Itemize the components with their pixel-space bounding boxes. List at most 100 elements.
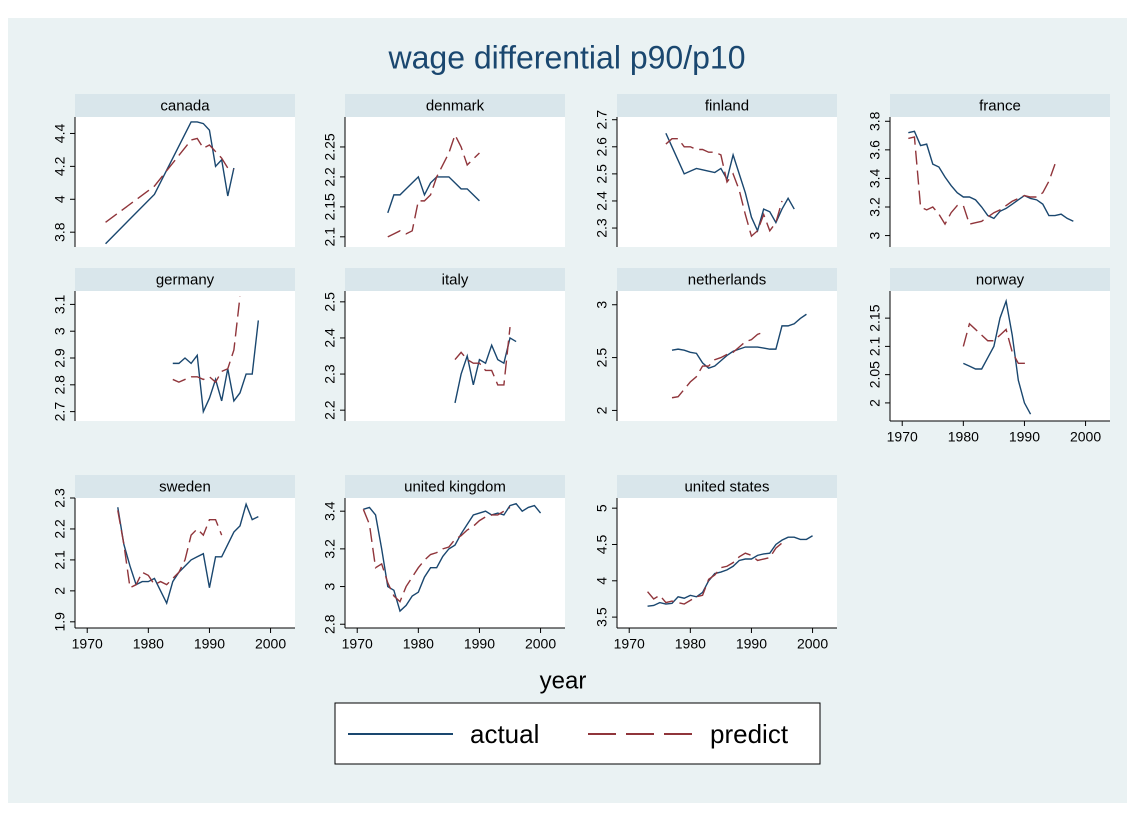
y-tick-label: 3.6 — [867, 140, 883, 160]
series-line — [962, 322, 1031, 365]
x-tick-label: 1970 — [887, 429, 918, 445]
series-line — [908, 136, 1056, 226]
x-tick-label: 1990 — [1009, 429, 1040, 445]
x-tick-label: 2000 — [797, 636, 828, 652]
panel-header — [617, 475, 837, 498]
y-tick-label: 2.5 — [594, 348, 610, 368]
panel-title: norway — [976, 271, 1025, 288]
panel-header — [890, 268, 1110, 291]
y-tick-label: 2.9 — [52, 348, 68, 368]
y-tick-label: 2.8 — [322, 614, 338, 634]
y-tick-label: 4 — [52, 195, 68, 203]
plot-area — [345, 291, 565, 421]
x-tick-label: 2000 — [255, 636, 286, 652]
plot-area — [890, 117, 1110, 247]
y-tick-label: 2.1 — [867, 336, 883, 356]
panel-title: united kingdom — [404, 478, 506, 495]
y-tick-label: 2.3 — [322, 364, 338, 384]
series-line — [387, 175, 480, 214]
series-line — [671, 331, 764, 399]
y-tick-label: 2.15 — [322, 193, 338, 220]
y-tick-label: 4.5 — [594, 535, 610, 555]
series-line — [454, 336, 517, 404]
series-line — [117, 510, 223, 589]
plot-area — [617, 498, 837, 628]
y-tick-label: 3 — [594, 301, 610, 309]
plot-area — [75, 498, 295, 628]
panel-title: canada — [160, 97, 210, 114]
series-line — [117, 502, 259, 606]
y-tick-label: 2.7 — [52, 402, 68, 422]
y-tick-label: 2.1 — [322, 227, 338, 247]
panel-title: finland — [705, 97, 749, 114]
panel-header — [345, 475, 565, 498]
series-line — [647, 535, 813, 607]
y-tick-label: 3.2 — [322, 539, 338, 559]
y-tick-label: 3 — [52, 327, 68, 335]
panel-title: netherlands — [688, 271, 766, 288]
panel-title: denmark — [426, 97, 485, 114]
x-tick-label: 1980 — [133, 636, 164, 652]
x-tick-label: 1990 — [736, 636, 767, 652]
y-tick-label: 2 — [594, 406, 610, 414]
y-tick-label: 2 — [52, 587, 68, 595]
legend-label: predict — [710, 719, 789, 749]
y-tick-label: 4 — [594, 577, 610, 585]
y-tick-label: 2.2 — [322, 400, 338, 420]
x-tick-label: 2000 — [1070, 429, 1101, 445]
panel-title: france — [979, 97, 1021, 114]
panel-title: sweden — [159, 478, 211, 495]
x-tick-label: 1990 — [194, 636, 225, 652]
y-tick-label: 3.8 — [52, 222, 68, 242]
y-tick-label: 3.2 — [867, 197, 883, 217]
x-tick-label: 1980 — [948, 429, 979, 445]
chart-title: wage differential p90/p10 — [387, 39, 745, 75]
x-tick-label: 1980 — [403, 636, 434, 652]
y-tick-label: 2.5 — [594, 164, 610, 184]
y-tick-label: 2.5 — [322, 292, 338, 312]
series-line — [172, 320, 260, 415]
panel-header — [75, 475, 295, 498]
y-tick-label: 2.7 — [594, 110, 610, 130]
panel-header — [617, 94, 837, 117]
y-tick-label: 2.3 — [52, 488, 68, 508]
plot-area — [75, 291, 295, 421]
x-tick-label: 2000 — [525, 636, 556, 652]
y-tick-label: 3.8 — [867, 111, 883, 131]
plot-area — [75, 117, 295, 247]
y-tick-label: 4.2 — [52, 156, 68, 176]
y-tick-label: 2.4 — [594, 191, 610, 211]
series-line — [963, 298, 1032, 415]
x-tick-label: 1990 — [464, 636, 495, 652]
series-line — [105, 137, 235, 223]
series-line — [665, 132, 795, 233]
x-tick-label: 1970 — [342, 636, 373, 652]
series-line — [454, 327, 511, 386]
y-tick-label: 2.2 — [322, 167, 338, 187]
panel-header — [617, 268, 837, 291]
x-axis-title: year — [540, 667, 587, 694]
y-tick-label: 3 — [322, 582, 338, 590]
panel-title: germany — [156, 271, 215, 288]
y-tick-label: 4.4 — [52, 124, 68, 144]
y-tick-label: 2.1 — [52, 550, 68, 570]
y-tick-label: 3.4 — [322, 501, 338, 521]
series-line — [647, 542, 783, 605]
x-tick-label: 1970 — [614, 636, 645, 652]
panel-header — [345, 268, 565, 291]
y-tick-label: 2.8 — [52, 375, 68, 395]
y-tick-label: 5 — [594, 504, 610, 512]
y-tick-label: 2.4 — [322, 328, 338, 348]
panel-header — [345, 94, 565, 117]
series-line — [671, 313, 807, 369]
x-tick-label: 1970 — [72, 636, 103, 652]
x-tick-label: 1980 — [675, 636, 706, 652]
series-line — [665, 137, 783, 238]
y-tick-label: 2.25 — [322, 133, 338, 160]
series-line — [362, 506, 511, 603]
y-tick-label: 3.5 — [594, 607, 610, 627]
panel-header — [75, 94, 295, 117]
panel-title: united states — [684, 478, 769, 495]
